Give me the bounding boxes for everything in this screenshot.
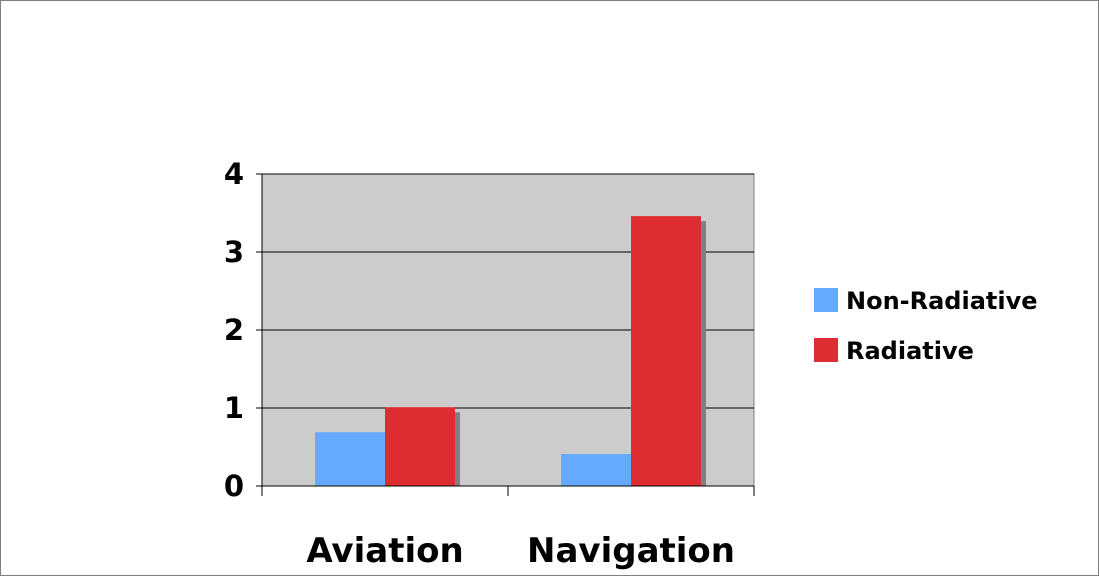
x-axis-ticks: Aviation Navigation: [261, 486, 755, 571]
y-tick-label: 1: [224, 391, 244, 425]
bar-radiative-navigation: [631, 216, 701, 486]
bar-non-radiative-aviation: [315, 432, 385, 486]
y-tick-label: 2: [224, 313, 244, 347]
legend-label: Radiative: [846, 337, 974, 365]
y-tick-label: 0: [224, 469, 244, 503]
x-category-label: Navigation: [527, 531, 735, 571]
legend-swatch: [814, 338, 838, 362]
x-category-label: Aviation: [306, 531, 463, 571]
bar-non-radiative-navigation: [561, 454, 631, 486]
bar-radiative-aviation: [385, 407, 455, 486]
bar-shadow: [699, 221, 706, 486]
bars: [315, 216, 706, 486]
legend-swatch: [814, 288, 838, 312]
y-axis-ticks: 0 1 2 3 4: [224, 157, 262, 503]
y-tick-label: 4: [224, 157, 244, 191]
legend: Non-Radiative Radiative: [814, 287, 1038, 365]
y-tick-label: 3: [224, 235, 244, 269]
legend-label: Non-Radiative: [846, 287, 1038, 315]
bar-shadow: [453, 412, 460, 486]
